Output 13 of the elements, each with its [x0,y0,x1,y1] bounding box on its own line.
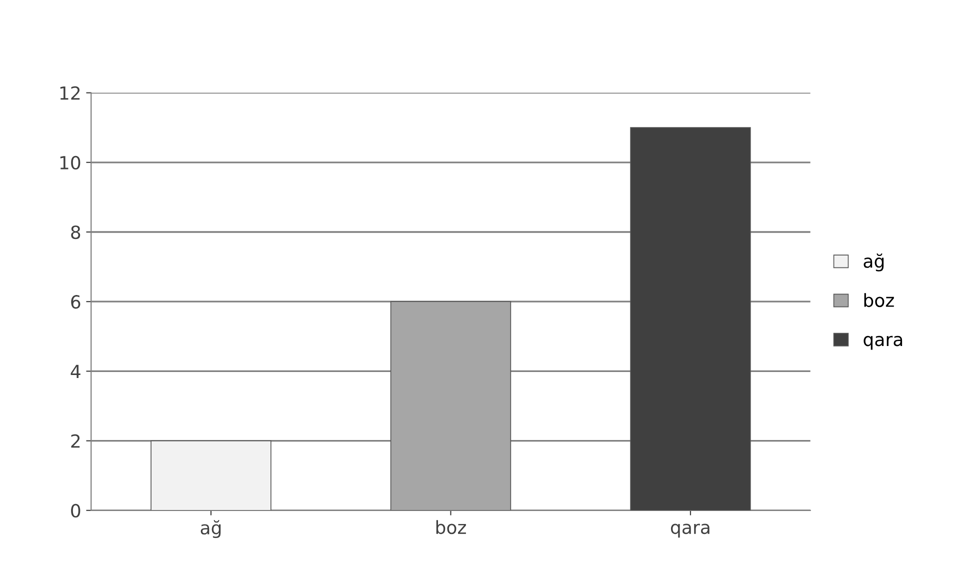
y-tick-label: 12 [60,86,80,100]
y-tick-label: 2 [71,434,80,448]
y-tick-label: 10 [60,156,80,170]
x-tick-label: qara [670,524,710,538]
y-tick-label: 4 [70,364,80,378]
legend-label: qara [864,336,902,350]
y-tick-label: 0 [71,504,80,518]
y-tick-label: 6 [71,295,80,309]
legend-label: boz [864,293,894,308]
y-tick-label: 8 [71,225,80,240]
x-tick-label: ağ [200,520,221,538]
x-tick-label: boz [436,520,466,534]
legend-label: ağ [864,253,884,272]
